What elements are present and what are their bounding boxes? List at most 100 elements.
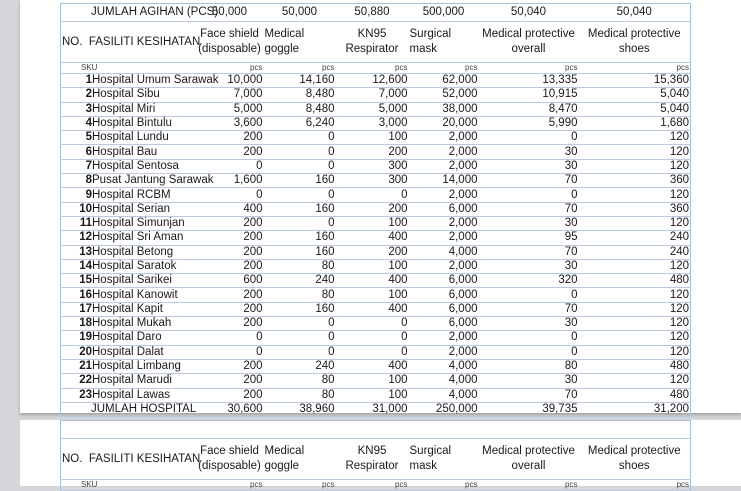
qty-cell: 100 — [335, 216, 409, 232]
qty-cell: 160 — [263, 230, 336, 246]
facility-name: Hospital Sri Aman — [92, 231, 184, 244]
facility-cell: 17Hospital Kapit — [60, 302, 196, 318]
row-number: 9 — [85, 188, 92, 201]
blank-cell — [60, 420, 691, 439]
qty-cell: 0 — [263, 330, 336, 346]
facility-cell: 10Hospital Serian — [60, 202, 196, 217]
header-col: Surgical mask — [408, 21, 479, 63]
qty-cell: 5,990 — [478, 116, 579, 132]
table-row: 15Hospital Sarikei 600 240 400 6,000 320 480 — [60, 273, 691, 289]
qty-cell: 120 — [578, 287, 691, 303]
qty-cell: 240 — [578, 245, 691, 260]
jumlah-agihan-label: JUMLAH AGIHAN (PCS) — [60, 3, 218, 22]
header-col: Surgical mask — [408, 438, 479, 480]
facility-cell: 20Hospital Dalat — [60, 345, 196, 360]
qty-cell: 5,000 — [335, 102, 409, 117]
qty-cell: 100 — [335, 287, 409, 303]
table-row: 7Hospital Sentosa 0 0 300 2,000 30 120 — [60, 159, 691, 175]
qty-cell: 0 — [263, 187, 336, 203]
facility-name: Hospital Lawas — [92, 388, 170, 401]
qty-cell: 10,000 — [195, 73, 264, 89]
total-value: 30,600 — [195, 402, 264, 417]
row-number: 17 — [79, 302, 92, 315]
qty-cell: 480 — [578, 359, 691, 375]
qty-cell: 400 — [335, 273, 409, 289]
qty-cell: 200 — [195, 287, 264, 303]
qty-cell: 14,000 — [408, 173, 479, 189]
qty-cell: 20,000 — [408, 116, 479, 132]
qty-cell: 30 — [478, 316, 579, 332]
unit-cell: pcs — [578, 479, 691, 491]
qty-cell: 0 — [263, 345, 336, 360]
facility-cell: 15Hospital Sarikei — [60, 273, 196, 289]
facility-cell: 9Hospital RCBM — [60, 187, 196, 203]
qty-cell: 0 — [478, 330, 579, 346]
facility-cell: 22Hospital Marudi — [60, 373, 196, 389]
facility-cell: 18Hospital Mukah — [60, 316, 196, 332]
facility-name: Pusat Jantung Sarawak — [92, 174, 214, 187]
table-row: 20Hospital Dalat 0 0 0 2,000 0 120 — [60, 345, 691, 360]
facility-cell: 3Hospital Miri — [60, 102, 196, 117]
qty-cell: 6,000 — [408, 287, 479, 303]
qty-cell: 6,000 — [408, 273, 479, 289]
header-row: NO. FASILITI KESIHATAN Face shield (dispos… — [60, 21, 691, 63]
qty-cell: 30 — [478, 373, 579, 389]
header-col: Face shield (disposable) — [195, 21, 264, 63]
qty-cell: 0 — [195, 345, 264, 360]
sku-label: SKU — [60, 62, 196, 74]
facility-cell: 23Hospital Lawas — [60, 388, 196, 403]
facility-name: Hospital Kapit — [92, 302, 163, 315]
table-row: 22Hospital Marudi 200 80 100 4,000 30 120 — [60, 373, 691, 389]
header-col: Face shield (disposable) — [195, 438, 264, 480]
agihan-value: 500,000 — [408, 3, 479, 22]
row-number: 6 — [85, 145, 92, 158]
total-value: 250,000 — [408, 402, 479, 417]
qty-cell: 80 — [263, 287, 336, 303]
qty-cell: 0 — [263, 316, 336, 332]
header-col: Medical goggle — [263, 438, 336, 480]
table-row: 9Hospital RCBM 0 0 0 2,000 0 120 — [60, 187, 691, 203]
qty-cell: 200 — [195, 230, 264, 246]
row-number: 2 — [85, 88, 92, 101]
qty-cell: 4,000 — [408, 359, 479, 375]
facility-cell: 8Pusat Jantung Sarawak — [60, 173, 213, 189]
facility-name: Hospital Sibu — [92, 88, 160, 101]
facility-cell: 11Hospital Simunjan — [60, 216, 196, 232]
qty-cell: 7,000 — [335, 87, 409, 103]
facility-cell: 21Hospital Limbang — [60, 359, 196, 375]
total-value: 31,200 — [578, 402, 691, 417]
qty-cell: 0 — [195, 187, 264, 203]
header-col: Medical protective shoes — [578, 438, 691, 480]
qty-cell: 2,000 — [408, 159, 479, 175]
row-number: 22 — [79, 374, 92, 387]
unit-cell: pcs — [195, 62, 264, 74]
qty-cell: 70 — [478, 173, 579, 189]
table-row: 4Hospital Bintulu 3,600 6,240 3,000 20,000 5,… — [60, 116, 691, 132]
header-facility-label: FASILITI KESIHATAN — [88, 35, 201, 48]
facility-cell: 2Hospital Sibu — [60, 87, 196, 103]
header-col: Medical goggle — [263, 21, 336, 63]
qty-cell: 95 — [478, 230, 579, 246]
table-row: 12Hospital Sri Aman 200 160 400 2,000 95 240 — [60, 230, 691, 246]
unit-cell: pcs — [335, 62, 409, 74]
row-number: 20 — [79, 345, 92, 358]
facility-cell: 5Hospital Lundu — [60, 130, 196, 146]
qty-cell: 120 — [578, 330, 691, 346]
facility-cell: 19Hospital Daro — [60, 330, 196, 346]
row-number: 13 — [79, 245, 92, 258]
sheet-page-1: JUMLAH AGIHAN (PCS) 50,000 50,000 50,880 500… — [20, 0, 741, 417]
qty-cell: 80 — [478, 359, 579, 375]
qty-cell: 6,000 — [408, 302, 479, 318]
qty-cell: 200 — [195, 216, 264, 232]
qty-cell: 6,000 — [408, 316, 479, 332]
qty-cell: 600 — [195, 273, 264, 289]
qty-cell: 200 — [335, 202, 409, 217]
table-row: 1Hospital Umum Sarawak 10,000 14,160 12,600… — [60, 73, 691, 89]
blank-row — [60, 420, 691, 439]
qty-cell: 100 — [335, 130, 409, 146]
facility-name: Hospital Umum Sarawak — [92, 74, 219, 87]
unit-cell: pcs — [195, 479, 264, 491]
row-number: 5 — [85, 131, 92, 144]
table-row: 23Hospital Lawas 200 80 100 4,000 70 480 — [60, 388, 691, 403]
qty-cell: 0 — [263, 159, 336, 175]
